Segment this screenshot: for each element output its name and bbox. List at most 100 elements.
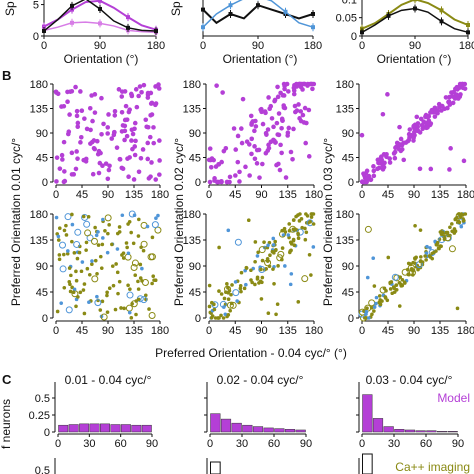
b-panel-3-point [371, 164, 376, 169]
b-panel-4-point [141, 248, 146, 253]
b-panel-2-xtick-label: 0 [206, 189, 212, 201]
b-panel-4-point [124, 241, 129, 245]
b-panel-5-ytick-label: 135 [183, 235, 201, 247]
b-panel-5-point [288, 240, 293, 245]
b-panel-4-point [96, 243, 101, 247]
b-panel-2-point [219, 179, 224, 185]
b-panel-6-point [418, 228, 423, 232]
b-panel-1-point [71, 172, 77, 177]
b-panel-1-point [153, 102, 158, 108]
b-panel-4-point [90, 262, 94, 266]
b-panel-5-point [265, 256, 270, 261]
b-panel-6-point [379, 286, 387, 294]
b-panel-5-point [229, 301, 237, 309]
b-panel-5-point [303, 226, 307, 231]
b-panel-4-point [94, 233, 99, 238]
b-panel-1-point [60, 157, 65, 162]
b-panel-2-point [254, 161, 260, 166]
b-panel-4-point [130, 301, 134, 306]
b-panel-3-point [398, 136, 404, 142]
b-panel-6-point [369, 305, 374, 310]
top-left-data-point [98, 21, 102, 26]
b-panel-5-point [255, 254, 260, 258]
b-panel-3-point [419, 122, 425, 128]
b-panel-2-point [303, 140, 308, 146]
b-panel-1-point [79, 108, 85, 113]
top-mid-data-point [201, 7, 205, 12]
b-panel-1-point [147, 134, 153, 140]
b-panel-5-point [209, 300, 214, 305]
top-mid-xtick-label: 0 [200, 40, 206, 52]
b-panel-5-point [226, 313, 231, 317]
b-panel-4-point [62, 228, 67, 233]
b-panel-5-point [274, 312, 278, 317]
b-panel-5-point [292, 218, 296, 222]
b-panel-2-point [239, 126, 244, 131]
b-panel-6-point [363, 316, 367, 320]
b-panel-5-point [239, 270, 244, 275]
b-panel-4-point [64, 233, 69, 237]
b-panel-4-point [117, 230, 122, 234]
c-panel-1-bar [131, 424, 142, 433]
b-panel-6-point [372, 305, 377, 309]
b-panel-4-point [70, 285, 74, 290]
b-panel-2-point [253, 124, 259, 129]
b-panel-1-point [103, 161, 109, 166]
b-panel-5-point [289, 272, 294, 276]
b-panel-4-point [100, 242, 105, 247]
b-panel-6-point [413, 256, 417, 260]
b-panel-5-point [210, 314, 215, 318]
b-panel-1-point [130, 131, 136, 137]
b-panel-1-point [123, 103, 129, 109]
b-panel-1-point [116, 87, 122, 92]
b-panel-3-xtick-label: 180 [457, 189, 474, 201]
b-panel-3-point [387, 160, 393, 165]
b-panel-5-point [291, 238, 296, 243]
b-panel-1-point [61, 103, 67, 109]
b-panel-4-point [129, 316, 134, 320]
b-panel-5-point [296, 213, 300, 217]
b-panel-1-point [126, 174, 131, 180]
b-panel-2-point [233, 173, 238, 178]
b-panel-5-xtick-label: 45 [229, 325, 241, 337]
c-panel-2-bar [284, 429, 296, 433]
b-panel-3-point [401, 157, 407, 163]
b-panel-5-point [257, 281, 261, 285]
b-panel-1-point [122, 123, 128, 129]
b-panel-1-point [89, 93, 94, 98]
b-panel-4-point [126, 222, 130, 226]
b-panel-4-point [64, 223, 68, 228]
b-panel-6-ytick-label: 135 [336, 235, 354, 247]
b-panel-1-point [153, 84, 158, 89]
top-right-series-line [361, 0, 469, 30]
b-panel-4-point [136, 217, 141, 222]
b-panel-6-point [439, 232, 444, 236]
panel-letter-b: B [2, 68, 11, 83]
b-panel-1-point [145, 95, 151, 100]
b-panel-2-point [306, 154, 312, 159]
b-panel-2-point [276, 111, 282, 116]
b-panel-4-point [57, 257, 62, 262]
b-panel-1-point [157, 172, 162, 177]
b-panel-3-point [406, 131, 412, 137]
b-panel-4-point [81, 214, 86, 219]
b-panel-4-point [131, 259, 139, 267]
b-panel-3-point [447, 102, 453, 107]
b-panel-1-point [101, 121, 106, 127]
b-panel-4-point [151, 274, 156, 278]
top-left-xtick-label: 90 [94, 40, 106, 52]
b-panel-5-point [255, 275, 260, 280]
b-panel-4-point [103, 228, 107, 233]
b-panel-4-point [147, 307, 151, 311]
b-panel-1-point [57, 166, 63, 171]
c-panel-3-bar [394, 429, 405, 433]
b-panel-4-point [75, 256, 80, 261]
b-panel-4-point [101, 236, 105, 240]
b-panel-5-point [239, 289, 243, 294]
b-panel-1-point [141, 82, 147, 88]
b-panel-1-point [117, 157, 123, 162]
b-panel-1-point [78, 134, 84, 140]
b-panel-5-point [292, 243, 297, 248]
b-panel-5-point [289, 225, 297, 233]
b-panel-3-point [361, 171, 366, 176]
